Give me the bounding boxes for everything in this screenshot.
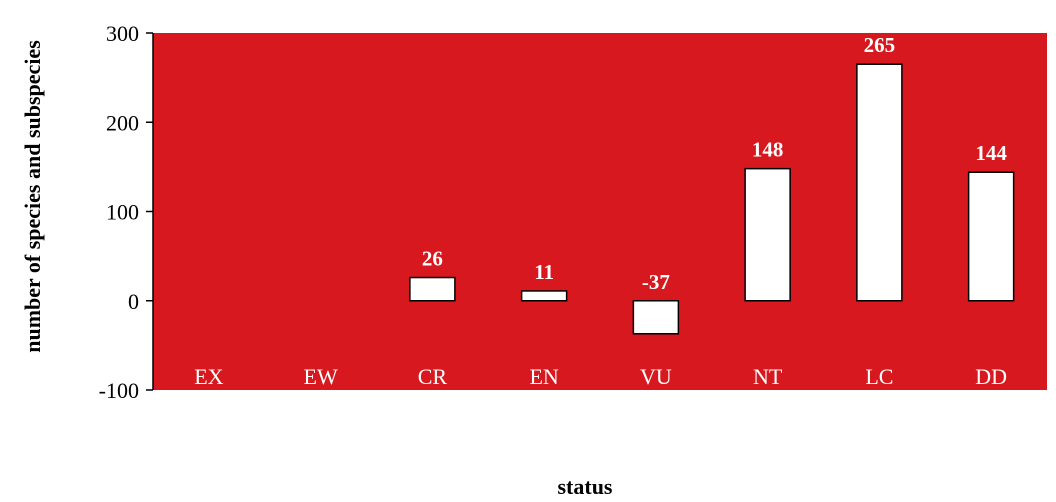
data-labels-group: 26 11 -37 148 265 144 [422, 33, 1008, 294]
x-tick-label-en: EN [529, 364, 558, 389]
plot-area-background [153, 33, 1047, 390]
data-label-en: 11 [534, 260, 554, 284]
x-tick-label-ex: EX [194, 364, 223, 389]
y-tick-label: 0 [128, 289, 139, 314]
x-tick-label-vu: VU [640, 364, 672, 389]
data-label-lc: 265 [864, 33, 896, 57]
bar-nt [744, 167, 791, 302]
x-tick-label-lc: LC [865, 364, 893, 389]
bars-group [409, 63, 1015, 335]
y-tick-label: 300 [106, 21, 139, 46]
bar-vu [632, 300, 680, 335]
data-label-nt: 148 [752, 138, 784, 162]
data-label-vu: -37 [642, 270, 670, 294]
y-axis-label: number of species and subspecies [20, 40, 45, 353]
y-axis: -100 0 100 200 300 [99, 21, 154, 403]
bar-lc [856, 63, 903, 302]
y-tick-label: -100 [99, 378, 139, 403]
bar-cr [409, 276, 456, 302]
bar-dd [967, 171, 1015, 302]
data-label-dd: 144 [975, 141, 1007, 165]
x-tick-label-dd: DD [975, 364, 1007, 389]
y-tick-label: 100 [106, 200, 139, 225]
x-axis-label: status [557, 474, 612, 499]
category-labels-group: EX EW CR EN VU NT LC DD [194, 364, 1007, 389]
x-tick-label-cr: CR [418, 364, 448, 389]
data-label-cr: 26 [422, 247, 443, 271]
bar-en [520, 290, 568, 302]
y-tick-label: 200 [106, 110, 139, 135]
x-tick-label-nt: NT [753, 364, 783, 389]
x-tick-label-ew: EW [304, 364, 338, 389]
